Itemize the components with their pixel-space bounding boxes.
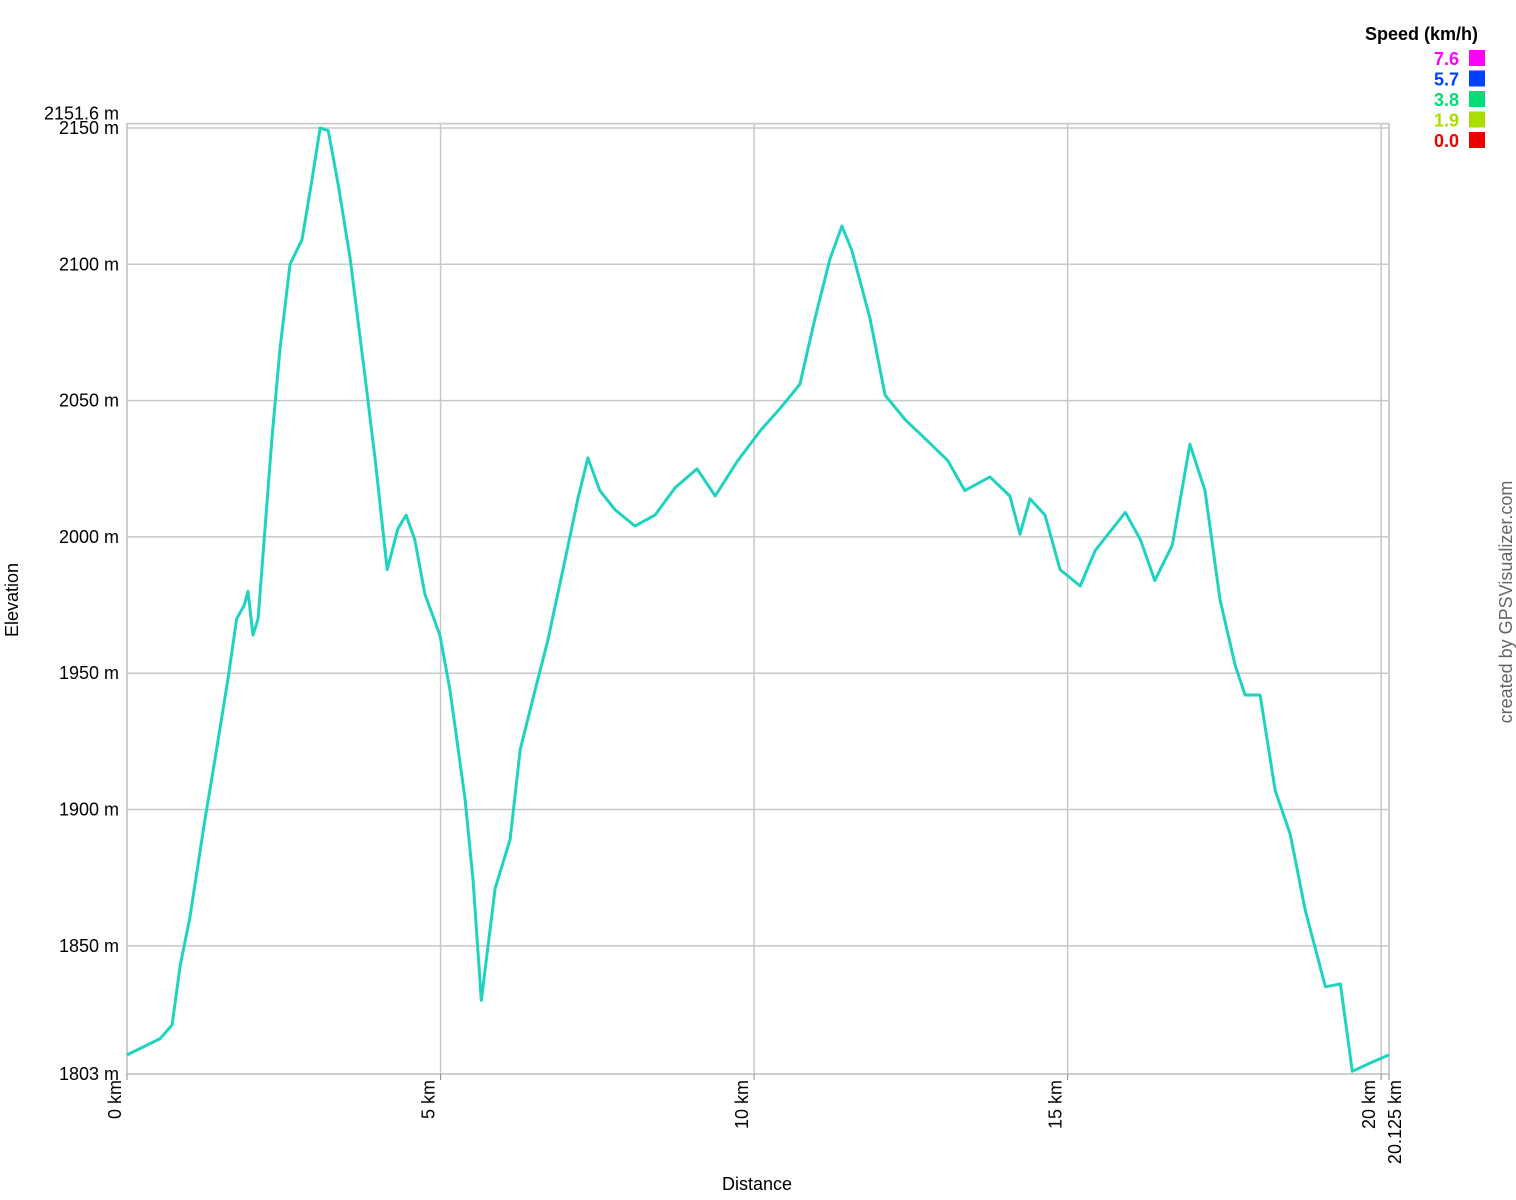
x-tick-label: 20 km xyxy=(1359,1080,1379,1129)
legend-label: 0.0 xyxy=(1434,131,1459,151)
y-tick-label: 2050 m xyxy=(59,391,119,411)
x-tick-label: 20.125 km xyxy=(1385,1080,1405,1164)
y-tick-label: 1850 m xyxy=(59,936,119,956)
legend-title: Speed (km/h) xyxy=(1365,24,1478,44)
x-axis-label: Distance xyxy=(722,1174,792,1194)
plot-area xyxy=(126,122,1390,1075)
legend-label: 1.9 xyxy=(1434,111,1459,131)
legend-swatch xyxy=(1469,70,1485,87)
legend-swatch xyxy=(1469,111,1485,128)
legend-label: 3.8 xyxy=(1434,90,1459,110)
elevation-line xyxy=(126,126,1390,1073)
x-tick-label: 5 km xyxy=(419,1080,439,1119)
y-tick-label: 1950 m xyxy=(59,663,119,683)
legend-swatch xyxy=(1469,132,1485,148)
y-tick-label: 2100 m xyxy=(59,254,119,274)
y-tick-label: 2000 m xyxy=(59,527,119,547)
x-tick-label: 15 km xyxy=(1046,1080,1066,1129)
y-tick-label: 2150 m xyxy=(59,118,119,138)
x-tick-label: 0 km xyxy=(105,1080,125,1119)
legend-swatch xyxy=(1469,50,1485,66)
legend-label: 7.6 xyxy=(1434,49,1459,69)
y-tick-label: 1900 m xyxy=(59,800,119,820)
y-axis-label: Elevation xyxy=(2,563,22,637)
x-tick-label: 10 km xyxy=(732,1080,752,1129)
legend-swatch xyxy=(1469,91,1485,107)
legend-label: 5.7 xyxy=(1434,70,1459,90)
y-tick-label: 2151.6 m xyxy=(44,104,119,124)
credit: created by GPSVisualizer.com xyxy=(1496,481,1516,724)
y-tick-label: 1803 m xyxy=(59,1064,119,1084)
